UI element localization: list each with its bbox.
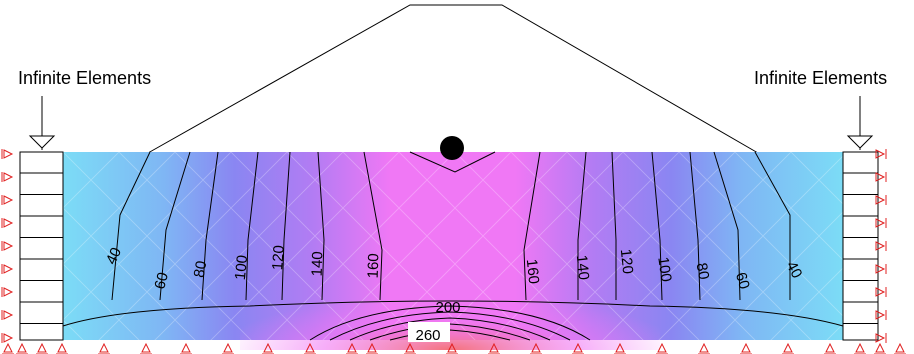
contour-label: 120 [269,245,288,271]
contour-label: 40 [783,259,806,282]
arrow-right [846,96,874,150]
contour-label: 80 [191,260,211,279]
contour-label: 100 [232,254,252,281]
roller-support [1,310,14,320]
contour-label: 160 [523,258,543,285]
contour-label: 140 [573,254,593,281]
pin-support [222,342,234,354]
pin-support [614,342,626,354]
roller-support [875,218,887,228]
boundary-supports-left [1,149,14,343]
boundary-supports-bottom [2,342,906,354]
contour-label: 80 [693,262,713,281]
roller-support [875,264,887,274]
mesh-overlay [63,152,843,340]
contour-label: 60 [151,271,172,292]
boundary-supports-right [875,149,887,343]
pin-support [656,342,668,354]
pin-support [854,342,866,354]
embankment-outline [147,4,759,154]
pin-support [698,342,710,354]
contour-lines [62,151,844,341]
pin-support [56,342,68,354]
contour-label: 140 [309,251,327,277]
pin-support [36,342,48,354]
roller-support [1,172,14,182]
pin-support [346,342,358,354]
pin-support [572,342,584,354]
pin-support [894,342,906,354]
contour-label-group: 40 60 80 100 120 140 160 160 140 120 100… [103,245,806,344]
roller-support [875,310,887,320]
pin-support [304,342,316,354]
pin-support [16,342,28,354]
contour-label: 100 [654,256,674,283]
contour-label-bg [408,322,450,342]
contour-label: 40 [103,245,125,267]
roller-support [1,287,14,297]
pin-support [404,342,416,354]
roller-support [1,264,14,274]
roller-support [875,172,887,182]
contour-label: 260 [415,327,440,344]
pin-support [366,342,378,354]
pin-support [530,342,542,354]
pin-support [98,342,110,354]
roller-support [1,195,14,205]
contour-label: 200 [435,299,460,316]
roller-support [875,241,887,251]
pin-support [262,342,274,354]
contour-label: 160 [365,253,383,279]
infinite-elements-right [842,151,879,341]
arrow-left [28,96,56,150]
load-point-marker [440,136,464,160]
pin-support [824,342,836,354]
roller-support [875,195,887,205]
infinite-elements-label-left: Infinite Elements [18,68,152,88]
pin-support [140,342,152,354]
pin-support [740,342,752,354]
roller-support [1,218,14,228]
infinite-elements-label-right: Infinite Elements [754,68,888,88]
pin-support [180,342,192,354]
contour-label: 120 [617,248,637,275]
pin-support [2,342,14,354]
roller-support [875,149,887,159]
pin-support [446,342,458,354]
pin-support [488,342,500,354]
pin-support [874,342,886,354]
roller-support [875,287,887,297]
infinite-elements-left [19,151,64,341]
contour-label: 60 [732,270,753,291]
roller-support [1,149,14,159]
roller-support [1,333,14,343]
pin-support [782,342,794,354]
roller-support [1,241,14,251]
roller-support [875,333,887,343]
